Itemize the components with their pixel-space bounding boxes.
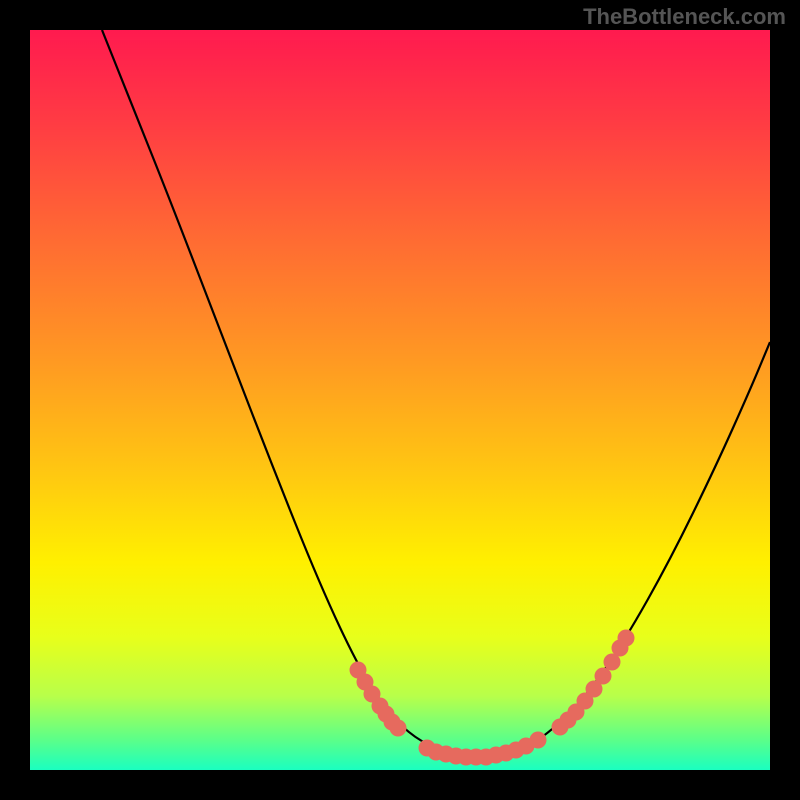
watermark-text: TheBottleneck.com xyxy=(583,4,786,30)
scatter-point xyxy=(595,668,612,685)
scatter-point xyxy=(390,720,407,737)
scatter-point xyxy=(530,732,547,749)
bottleneck-curve xyxy=(102,30,770,755)
scatter-point xyxy=(618,630,635,647)
curve-layer xyxy=(30,30,770,770)
scatter-group xyxy=(350,630,635,766)
chart-plot-area xyxy=(30,30,770,770)
